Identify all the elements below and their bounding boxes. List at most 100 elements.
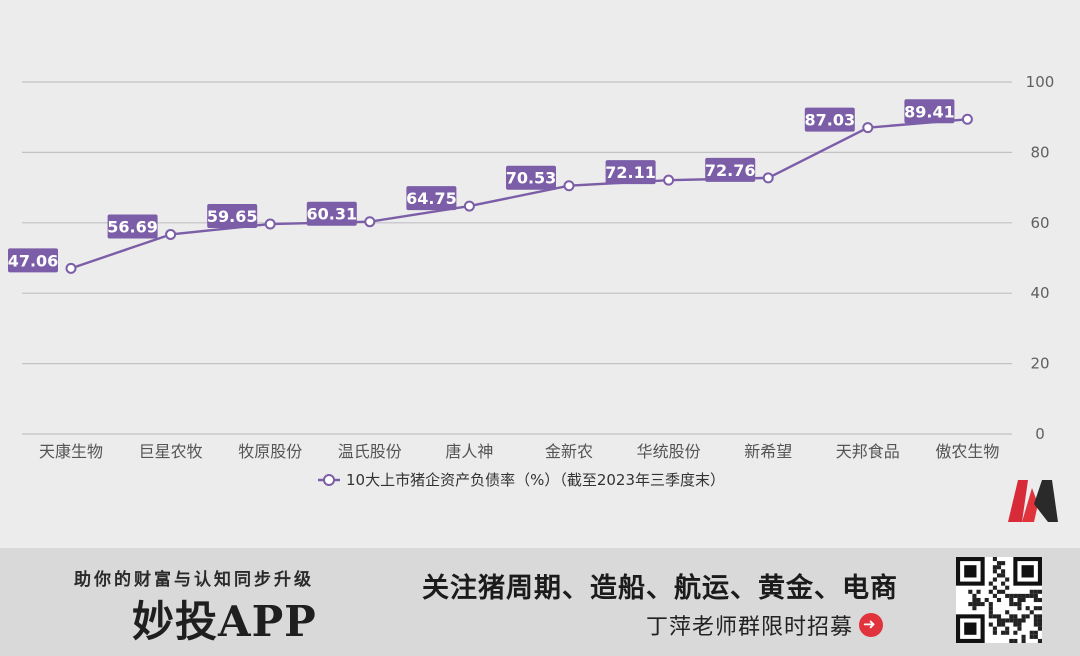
qr-module	[1021, 618, 1026, 623]
qr-module	[1037, 622, 1042, 627]
qr-module	[1013, 602, 1018, 607]
data-label: 70.53	[506, 169, 557, 188]
data-point	[264, 218, 276, 230]
qr-module	[1037, 614, 1042, 619]
grid	[22, 81, 1012, 435]
qr-module	[1017, 618, 1022, 623]
qr-module	[996, 565, 1002, 570]
y-axis: 0 20 40 60 80 100	[1026, 73, 1055, 443]
qr-module	[1013, 630, 1018, 635]
qr-module	[1029, 589, 1034, 594]
y-tick-label: 40	[1030, 284, 1049, 302]
qr-module	[988, 610, 993, 615]
data-label: 56.69	[107, 217, 158, 236]
line-chart: 0 20 40 60 80 100 天康生物 巨星农牧 牧原股份 温氏股份 唐人神 金新农 华统股份 新…	[8, 73, 1055, 489]
qr-module	[992, 557, 997, 562]
qr-module	[1033, 622, 1038, 627]
qr-module	[1021, 634, 1026, 639]
x-tick-label: 新希望	[744, 442, 792, 461]
data-point	[65, 262, 77, 274]
qr-module	[1001, 573, 1006, 578]
data-label: 72.76	[705, 161, 756, 180]
qr-module	[1001, 622, 1006, 627]
qr-module	[1005, 618, 1010, 623]
qr-module	[972, 597, 977, 603]
qr-module	[1001, 618, 1006, 623]
x-tick-label: 温氏股份	[338, 442, 402, 461]
qr-module	[1001, 561, 1006, 566]
data-point	[165, 228, 177, 240]
qr-module	[976, 589, 981, 594]
legend-marker	[323, 474, 335, 486]
qr-module	[1037, 638, 1042, 643]
qr-module	[1009, 597, 1014, 603]
qr-module	[972, 606, 977, 611]
legend-label: 10大上市猪企资产负债率（%）（截至2023年三季度末）	[346, 471, 725, 489]
qr-module	[1021, 638, 1026, 643]
promo-slogan: 助你的财富与认知同步升级	[74, 570, 314, 590]
qr-module	[1013, 614, 1018, 619]
qr-module	[1021, 597, 1026, 603]
qr-module	[1001, 589, 1006, 594]
data-point	[762, 172, 774, 184]
qr-module	[996, 561, 1002, 566]
qr-module	[968, 589, 973, 594]
data-label-box	[506, 165, 556, 190]
promo-sub: 丁萍老师群限时招募	[646, 609, 884, 641]
qr-module	[1025, 614, 1030, 619]
qr-module	[988, 602, 993, 607]
data-label: 47.06	[8, 251, 59, 270]
data-label-box	[8, 248, 58, 273]
qr-module	[1021, 593, 1026, 598]
x-tick-label: 傲农生物	[935, 442, 999, 461]
qr-module	[1005, 630, 1010, 635]
data-point	[961, 113, 973, 125]
qr-module	[988, 581, 993, 586]
qr-module	[1009, 593, 1014, 598]
x-tick-label: 天邦食品	[836, 442, 900, 461]
qr-module	[988, 589, 993, 594]
qr-module	[1037, 606, 1042, 611]
qr-module	[1025, 606, 1030, 611]
data-label-box	[107, 214, 158, 239]
qr-module	[1037, 626, 1042, 631]
qr-module	[976, 597, 981, 603]
qr-module	[1009, 638, 1014, 643]
data-label-box	[705, 157, 756, 182]
brand-logo	[1008, 480, 1058, 522]
qr-finder-core	[964, 565, 977, 578]
data-point	[463, 200, 475, 212]
qr-module	[988, 606, 993, 611]
qr-module	[992, 585, 997, 590]
chart-area: 0 20 40 60 80 100 天康生物 巨星农牧 牧原股份 温氏股份 唐人神 金新农 华统股份 新…	[8, 73, 1055, 489]
qr-module	[1009, 602, 1014, 607]
qr-module	[1029, 593, 1034, 598]
qr-module	[1029, 630, 1034, 635]
qr-module	[980, 602, 985, 607]
qr-module	[1005, 626, 1010, 631]
qr-module	[1033, 618, 1038, 623]
x-tick-label: 华统股份	[637, 442, 701, 461]
data-label: 60.31	[306, 205, 357, 224]
promo-headline: 关注猪周期、造船、航运、黄金、电商	[422, 573, 898, 604]
qr-module	[1013, 618, 1018, 623]
qr-module	[984, 597, 989, 603]
qr-module	[996, 614, 1002, 619]
qr-module	[1033, 589, 1038, 594]
qr-module	[988, 622, 993, 627]
x-tick-label: 天康生物	[39, 442, 103, 461]
qr-module	[988, 614, 993, 619]
y-tick-label: 100	[1026, 73, 1055, 91]
qr-module	[996, 622, 1002, 627]
app-name: 妙投APP	[132, 597, 317, 646]
data-point	[663, 174, 675, 186]
qr-finder-core	[1021, 565, 1034, 578]
qr-module	[1005, 610, 1010, 615]
y-tick-label: 60	[1030, 214, 1049, 232]
qr-module	[992, 630, 997, 635]
qr-module	[1005, 577, 1010, 582]
qr-module	[1037, 589, 1042, 594]
qr-module	[992, 626, 997, 631]
qr-module	[1029, 634, 1034, 639]
qr-module	[972, 593, 977, 598]
